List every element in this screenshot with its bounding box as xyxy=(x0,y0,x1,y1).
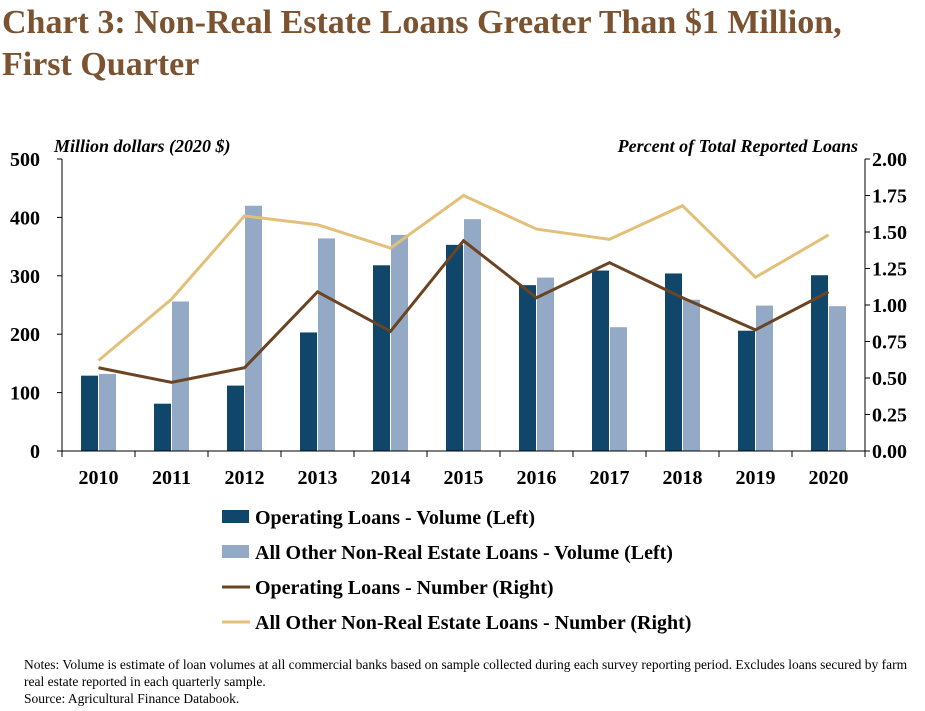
right-tick-label: 1.75 xyxy=(872,186,907,208)
right-tick-label: 2.00 xyxy=(872,149,907,171)
operating-volume-bar-2020 xyxy=(811,275,828,451)
left-tick-label: 0 xyxy=(30,441,40,463)
legend-swatch xyxy=(222,545,249,558)
x-tick-label-2016: 2016 xyxy=(517,467,557,489)
notes-text: Notes: Volume is estimate of loan volume… xyxy=(24,657,908,689)
series-lines xyxy=(97,193,830,384)
other-volume-bar-2012 xyxy=(245,205,262,451)
left-tick-label: 300 xyxy=(10,266,40,288)
operating-volume-bar-2013 xyxy=(300,332,317,451)
operating-volume-bars xyxy=(81,244,828,451)
chart-title: Chart 3: Non-Real Estate Loans Greater T… xyxy=(2,4,842,83)
operating-volume-bar-2019 xyxy=(738,330,755,451)
x-tick-label-2018: 2018 xyxy=(663,467,703,489)
x-tick-label-2013: 2013 xyxy=(298,467,338,489)
left-tick-label: 100 xyxy=(10,383,40,405)
other-volume-bar-2016 xyxy=(537,277,554,451)
axes: 0 100 200 300 400 500 0.00 0.25 0.50 0.75 1.00 1.25… xyxy=(10,149,907,489)
legend-label: All Other Non-Real Estate Loans - Number… xyxy=(255,612,691,634)
other-volume-bar-2020 xyxy=(829,306,846,451)
operating-volume-bar-2018 xyxy=(665,273,682,451)
x-tick-label-2012: 2012 xyxy=(225,467,265,489)
right-tick-label: 0.00 xyxy=(872,441,907,463)
operating-volume-bar-2012 xyxy=(227,385,244,451)
operating-volume-bar-2015 xyxy=(446,244,463,451)
operating-volume-bar-2010 xyxy=(81,375,98,451)
other-number-line xyxy=(97,193,830,362)
legend-label: All Other Non-Real Estate Loans - Volume… xyxy=(255,542,673,564)
other-volume-bar-2015 xyxy=(464,219,481,451)
right-tick-label: 0.25 xyxy=(872,405,907,427)
other-volume-bar-2017 xyxy=(610,327,627,451)
right-tick-label: 1.50 xyxy=(872,222,907,244)
right-tick-label: 1.00 xyxy=(872,295,907,317)
x-tick-label-2015: 2015 xyxy=(444,467,484,489)
left-tick-label: 400 xyxy=(10,207,40,229)
chart-area: 0 100 200 300 400 500 0.00 0.25 0.50 0.75 1.00 1.25… xyxy=(10,136,907,634)
x-tick-label-2020: 2020 xyxy=(809,467,849,489)
operating-volume-bar-2011 xyxy=(154,403,171,451)
other-volume-bar-2014 xyxy=(391,234,408,451)
legend-label: Operating Loans - Volume (Left) xyxy=(255,507,535,529)
legend-swatch xyxy=(222,510,249,523)
other-volume-bar-2019 xyxy=(756,305,773,451)
operating-number-line xyxy=(98,238,830,384)
right-tick-label: 0.75 xyxy=(872,332,907,354)
x-tick-label-2014: 2014 xyxy=(371,467,411,489)
operating-volume-bar-2016 xyxy=(519,285,536,451)
y-axis-label-right: Percent of Total Reported Loans xyxy=(617,136,858,156)
x-tick-label-2017: 2017 xyxy=(590,467,630,489)
x-tick-label-2019: 2019 xyxy=(736,467,776,489)
left-tick-label: 500 xyxy=(10,149,40,171)
legend-label: Operating Loans - Number (Right) xyxy=(255,577,554,599)
right-tick-label: 0.50 xyxy=(872,368,907,390)
y-axis-label-left: Million dollars (2020 $) xyxy=(53,136,231,157)
right-tick-label: 1.25 xyxy=(872,259,907,281)
operating-volume-bar-2014 xyxy=(373,265,390,451)
other-volume-bar-2011 xyxy=(172,301,189,451)
x-tick-label-2010: 2010 xyxy=(79,467,119,489)
other-volume-bars xyxy=(99,205,846,451)
other-volume-bar-2010 xyxy=(99,373,116,451)
source-text: Source: Agricultural Finance Databook. xyxy=(24,691,240,706)
x-tick-label-2011: 2011 xyxy=(152,467,191,489)
other-volume-bar-2013 xyxy=(318,238,335,451)
legend: Operating Loans - Volume (Left) All Other… xyxy=(222,507,691,634)
chart-notes: Notes: Volume is estimate of loan volume… xyxy=(24,656,909,707)
operating-volume-bar-2017 xyxy=(592,270,609,451)
left-tick-label: 200 xyxy=(10,324,40,346)
other-volume-bar-2018 xyxy=(683,299,700,451)
